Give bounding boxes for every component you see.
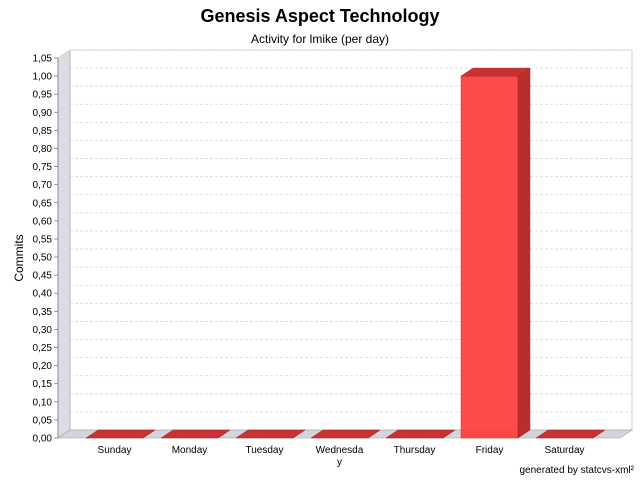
x-tick-label: Monday (172, 445, 208, 456)
plot-background (69, 49, 633, 431)
gridline-wall (57, 212, 71, 222)
y-tick-label: 0,70 (33, 180, 53, 191)
x-tick-label: y (337, 457, 342, 468)
gridline-wall (57, 393, 71, 403)
y-tick-label: 0,00 (33, 434, 53, 445)
y-tick-label: 0,55 (33, 234, 53, 245)
y-tick-label: 1,05 (33, 54, 53, 65)
y-tick-label: 0,65 (33, 198, 53, 209)
gridline-wall (57, 158, 71, 167)
bars (85, 67, 606, 439)
bar (235, 429, 306, 439)
gridline-wall (57, 411, 71, 421)
y-tick-label: 0,20 (33, 361, 53, 372)
x-tick-label: Saturday (544, 445, 584, 456)
gridline-wall (57, 103, 71, 113)
gridline-wall (57, 176, 71, 185)
bar (385, 429, 456, 439)
bar-side (517, 67, 531, 439)
bar (310, 429, 381, 439)
y-tick-label: 1,00 (33, 72, 53, 83)
bar (85, 429, 156, 439)
gridline-wall (57, 375, 71, 385)
x-tick-label: Thursday (394, 445, 436, 456)
bar-top (385, 429, 456, 439)
x-tick-label: Friday (476, 445, 504, 456)
y-tick-label: 0,45 (33, 271, 53, 282)
bar (535, 429, 606, 439)
y-tick-label: 0,75 (33, 162, 53, 173)
y-tick-label: 0,90 (33, 108, 53, 119)
x-tick-label: Sunday (98, 445, 132, 456)
generator-credit: generated by statcvs-xml² (519, 465, 635, 476)
gridline-wall (57, 339, 71, 348)
chart-title: Genesis Aspect Technology (200, 6, 440, 26)
y-tick-label: 0,60 (33, 216, 53, 227)
y-tick-label: 0,15 (33, 379, 53, 390)
bar (460, 67, 531, 439)
y-tick-label: 0,50 (33, 253, 53, 264)
gridline-wall (57, 140, 71, 149)
y-tick-label: 0,35 (33, 307, 53, 318)
gridline-wall (57, 284, 71, 294)
gridlines (57, 49, 632, 421)
bar-top (535, 429, 606, 439)
y-tick-label: 0,85 (33, 126, 53, 137)
bar-top (235, 429, 306, 439)
gridline-wall (57, 321, 71, 330)
gridline-wall (57, 85, 71, 95)
y-tick-label: 0,25 (33, 343, 53, 354)
gridline-wall (57, 266, 71, 276)
bar (160, 429, 231, 439)
gridline-wall (57, 49, 71, 59)
bar-top (85, 429, 156, 439)
gridline-wall (57, 248, 71, 258)
y-tick-label: 0,30 (33, 325, 53, 336)
x-tick-label: Tuesday (246, 445, 284, 456)
y-tick-label: 0,10 (33, 397, 53, 408)
y-tick-label: 0,95 (33, 90, 53, 101)
bar-top (460, 67, 531, 77)
bar-top (310, 429, 381, 439)
gridline-wall (57, 303, 71, 312)
gridline-wall (57, 194, 71, 204)
chart-subtitle: Activity for lmike (per day) (250, 32, 390, 46)
bar-top (160, 429, 231, 439)
y-tick-label: 0,05 (33, 415, 53, 426)
y-tick-label: 0,40 (33, 289, 53, 300)
y-axis: 0,00 0,05 0,10 0,15 0,20 0,25 0,30 0,35 0,40 0,45… (33, 54, 59, 445)
bar-front (460, 75, 519, 439)
gridline-wall (57, 357, 71, 366)
plot-back-wall (57, 49, 633, 439)
gridline-wall (57, 67, 71, 77)
y-tick-label: 0,80 (33, 144, 53, 155)
gridline-wall (57, 230, 71, 240)
gridline-wall (57, 122, 71, 131)
x-tick-label: Wednesda (316, 445, 364, 456)
